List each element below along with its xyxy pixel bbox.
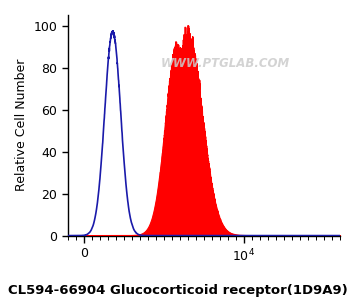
- Text: WWW.PTGLAB.COM: WWW.PTGLAB.COM: [161, 57, 290, 70]
- Y-axis label: Relative Cell Number: Relative Cell Number: [15, 59, 28, 191]
- Text: CL594-66904 Glucocorticoid receptor(1D9A9): CL594-66904 Glucocorticoid receptor(1D9A…: [7, 284, 348, 297]
